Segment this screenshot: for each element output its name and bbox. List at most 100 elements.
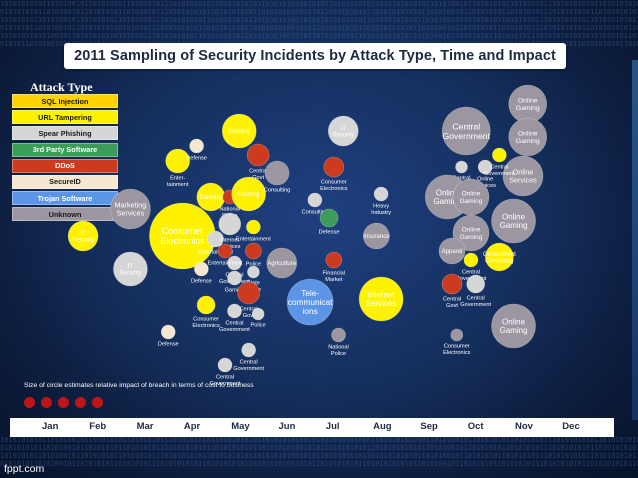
incident-bubble	[227, 270, 242, 286]
legend: SQL Injection URL Tampering Spear Phishing…	[12, 94, 118, 224]
incident-label: Heavy Industry	[371, 204, 391, 216]
legend-title: Attack Type	[30, 80, 93, 94]
legend-item: DDoS	[12, 158, 118, 173]
incident-bubble	[264, 160, 290, 186]
incident-bubble	[113, 251, 148, 287]
incident-bubble	[491, 198, 536, 244]
month-tick-label: Apr	[183, 421, 201, 432]
incident-bubble	[450, 328, 464, 342]
incident-label: Online Gaming	[433, 188, 461, 206]
red-dot	[41, 397, 52, 408]
incident-bubble	[165, 148, 191, 174]
month-tick-label: Jan	[42, 421, 59, 432]
brand-label: fppt.com	[4, 463, 45, 475]
red-dot	[58, 397, 69, 408]
incident-bubble	[477, 159, 493, 175]
incident-bubble	[227, 255, 242, 271]
incident-bubble	[247, 265, 260, 279]
month-tick-label: Aug	[373, 421, 392, 432]
month-axis: Jan Feb Mar Apr May Jun Jul Aug Sep Oct Nov Dec	[10, 418, 614, 437]
incident-label: Online Gaming	[460, 191, 483, 205]
incident-label: IT Security	[119, 263, 142, 277]
binary-pattern-bottom: 1010101010110101001011010101011010101011…	[0, 436, 638, 466]
month-tick-label: Nov	[515, 421, 533, 432]
incident-label: Gaming	[228, 128, 249, 135]
month-tick-label: May	[231, 421, 250, 432]
incident-bubble	[245, 242, 262, 260]
incident-bubble	[237, 281, 260, 305]
size-note: Size of circle estimates relative impact…	[24, 382, 254, 389]
incident-label: Defense	[191, 279, 212, 285]
incident-label: Apparel	[442, 249, 463, 255]
incident-label: Marketing Services	[115, 201, 147, 218]
incident-bubble	[452, 214, 490, 252]
incident-label: Online Gaming	[516, 98, 540, 113]
incident-bubble	[463, 252, 479, 268]
incident-bubble	[491, 303, 536, 349]
incident-label: Defense	[186, 156, 207, 162]
incident-bubble	[441, 273, 463, 295]
incident-label: IT Security	[332, 126, 354, 139]
month-tick-label: Jun	[278, 421, 296, 432]
incident-label: Defense	[319, 230, 340, 236]
incident-bubble	[319, 208, 339, 228]
incident-label: IT Security	[72, 231, 94, 244]
incident-label: Tele-communicat ions	[288, 289, 333, 316]
incident-label: Police	[246, 262, 261, 268]
month-tick-label: Oct	[467, 421, 484, 432]
incident-bubble	[266, 247, 298, 279]
red-dot	[24, 397, 35, 408]
incident-bubble	[331, 327, 346, 343]
incident-label: Enter-tainment	[167, 176, 189, 188]
incident-bubble	[67, 220, 99, 252]
incident-bubble	[189, 138, 204, 154]
incident-label: Online Gaming	[516, 131, 540, 146]
incident-bubble	[508, 117, 548, 157]
incident-bubble	[207, 230, 224, 248]
incident-label: Police	[250, 323, 265, 329]
size-note-dots	[24, 397, 103, 408]
incident-label: Entertainment	[236, 237, 271, 243]
incident-label: Insurance	[363, 234, 390, 240]
legend-item: SecureID	[12, 174, 118, 189]
legend-item: URL Tampering	[12, 110, 118, 125]
incident-bubble	[307, 192, 323, 208]
incident-bubble	[441, 106, 491, 156]
incident-bubble	[246, 143, 270, 167]
incident-bubble	[325, 251, 343, 269]
incident-bubble	[227, 303, 242, 319]
incident-label: Online Gaming	[500, 212, 528, 230]
incident-label: Central Govt	[249, 169, 267, 181]
incident-bubble	[246, 219, 261, 235]
incident-bubble	[358, 276, 404, 322]
incident-label: Consumer Electronics	[160, 226, 205, 246]
incident-label: Central Govt	[443, 297, 461, 309]
incident-label: Consulting	[302, 210, 328, 216]
legend-item: SQL Injection	[12, 94, 118, 108]
incident-bubble	[218, 212, 242, 236]
incident-bubble	[363, 222, 390, 250]
incident-bubble	[217, 357, 233, 373]
incident-label: Gaming	[238, 191, 259, 198]
incident-label: Agriculture	[267, 261, 296, 267]
chart-title: 2011 Sampling of Security Incidents by A…	[74, 48, 556, 64]
incident-bubble	[221, 113, 257, 149]
incident-label: Entertainment	[198, 250, 233, 256]
incident-bubble	[502, 155, 544, 197]
incident-label: Gaming	[225, 288, 245, 294]
incident-label: Entertainment	[208, 261, 243, 267]
red-dot	[92, 397, 103, 408]
incident-bubble	[455, 160, 468, 174]
month-tick-label: Jul	[325, 421, 340, 432]
title-box: 2011 Sampling of Security Incidents by A…	[64, 43, 566, 69]
incident-bubble	[194, 261, 209, 277]
